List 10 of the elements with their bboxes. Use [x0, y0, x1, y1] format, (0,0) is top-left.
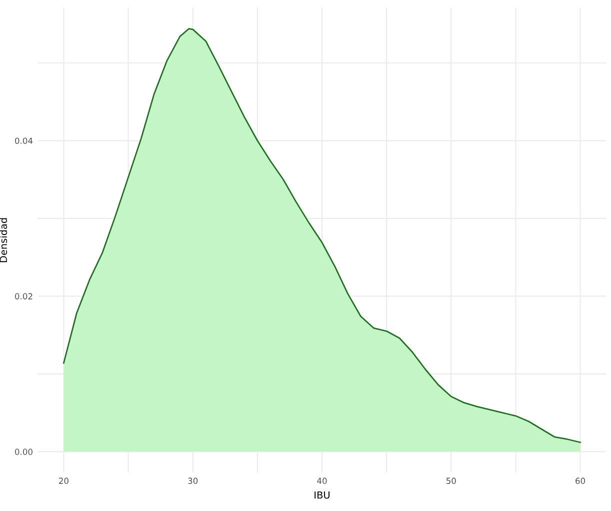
y-axis-title: Densidad [0, 218, 8, 262]
x-tick-label: 50 [446, 478, 456, 484]
x-tick-label: 20 [59, 478, 68, 484]
y-tick-label: 0.04 [15, 138, 33, 144]
x-tick-label: 40 [317, 478, 327, 484]
y-tick-label: 0.00 [15, 448, 32, 455]
x-tick-label: 30 [188, 478, 198, 484]
x-axis-title: IBU [314, 491, 330, 499]
x-tick-label: 60 [576, 478, 586, 484]
y-tick-label: 0.02 [15, 293, 32, 300]
